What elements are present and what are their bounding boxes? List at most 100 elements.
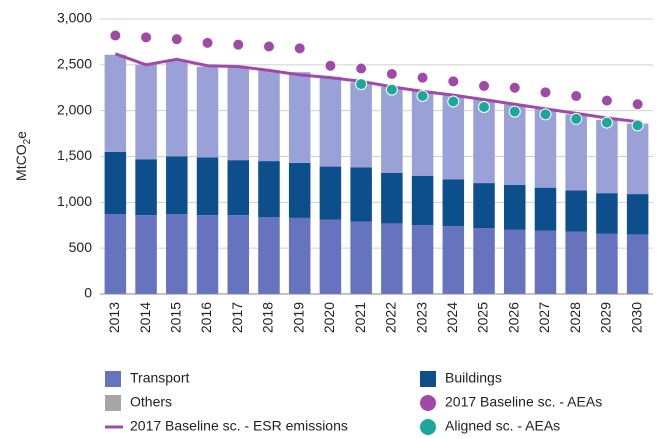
legend-label: Others (130, 394, 172, 410)
bar (350, 82, 372, 168)
bar (104, 214, 127, 294)
legend-swatch (105, 395, 121, 411)
bar (258, 217, 280, 294)
x-tick-label: 2016 (198, 302, 214, 333)
bar (135, 64, 157, 160)
bar (565, 114, 587, 191)
x-tick-label: 2022 (383, 302, 399, 333)
point (631, 98, 644, 111)
point (539, 108, 552, 121)
point (600, 116, 613, 129)
legend-label: Transport (130, 370, 190, 386)
bar (565, 190, 587, 232)
point (447, 95, 460, 108)
bar (503, 229, 526, 294)
x-tick-label: 2021 (352, 302, 368, 333)
legend-swatch (420, 419, 436, 435)
point (478, 101, 491, 113)
x-tick-label: 2029 (598, 302, 614, 333)
bar (196, 157, 219, 216)
bar (442, 226, 465, 294)
bar (350, 167, 372, 222)
x-tick-label: 2019 (290, 302, 306, 333)
legend-label: 2017 Baseline sc. - AEAs (445, 394, 602, 410)
x-tick-label: 2026 (505, 302, 521, 333)
bar (227, 215, 250, 294)
point (355, 78, 368, 91)
bar (473, 183, 495, 228)
point (109, 29, 122, 42)
bar (288, 217, 311, 294)
point (232, 38, 245, 51)
x-tick-label: 2028 (567, 302, 583, 333)
bar (350, 221, 372, 294)
x-tick-label: 2027 (536, 302, 552, 333)
bar (626, 194, 649, 235)
bar (288, 162, 311, 218)
bar (534, 187, 557, 231)
bar (319, 166, 342, 220)
point (262, 40, 275, 53)
bar (442, 179, 465, 227)
bar (411, 225, 434, 294)
legend-swatch (105, 371, 121, 387)
legend-label: Buildings (445, 370, 502, 386)
x-tick-label: 2023 (413, 302, 429, 333)
legend-label: Aligned sc. - AEAs (445, 418, 560, 434)
bar (227, 160, 250, 216)
y-tick-label: 1,500 (57, 147, 92, 163)
bar (442, 95, 465, 180)
x-tick-label: 2018 (260, 302, 276, 333)
point (385, 68, 398, 80)
point (170, 33, 183, 46)
x-tick-label: 2014 (137, 302, 153, 333)
bar (104, 151, 127, 215)
bar (626, 123, 649, 195)
x-tick-label: 2015 (168, 302, 184, 333)
bar (503, 104, 526, 185)
bar (196, 66, 219, 158)
y-tick-label: 500 (69, 239, 93, 255)
bar (411, 175, 434, 226)
line (114, 52, 638, 124)
y-tick-label: 1,000 (57, 193, 92, 209)
legend-label: 2017 Baseline sc. - ESR emissions (130, 418, 348, 434)
x-tick-label: 2030 (628, 302, 644, 333)
bar (258, 70, 280, 162)
bar (626, 234, 649, 294)
x-tick-label: 2025 (475, 302, 491, 333)
bar (473, 99, 495, 184)
point (478, 79, 491, 92)
point (355, 62, 368, 75)
x-tick-label: 2013 (106, 302, 122, 333)
bar (166, 156, 188, 215)
point (447, 75, 460, 88)
bar (534, 230, 557, 294)
bar (411, 91, 434, 176)
point (385, 83, 398, 96)
legend-swatch (420, 395, 436, 411)
point (631, 119, 644, 132)
bar (288, 72, 311, 163)
bar (319, 76, 342, 167)
bar (135, 159, 157, 216)
point (508, 105, 521, 118)
point (140, 31, 153, 44)
y-tick-label: 3,000 (57, 10, 92, 26)
bar (596, 193, 618, 234)
point (539, 86, 552, 99)
y-tick-label: 0 (84, 285, 92, 301)
x-tick-label: 2017 (229, 302, 245, 333)
bar (565, 231, 587, 294)
legend-swatch (420, 371, 436, 387)
bar (381, 86, 403, 173)
bar (258, 161, 280, 217)
x-tick-label: 2020 (321, 302, 337, 333)
point (324, 59, 337, 72)
bar (381, 223, 403, 294)
y-tick-label: 2,000 (57, 101, 92, 117)
x-tick-label: 2024 (444, 302, 460, 333)
bar (596, 119, 618, 194)
bar (319, 219, 342, 294)
